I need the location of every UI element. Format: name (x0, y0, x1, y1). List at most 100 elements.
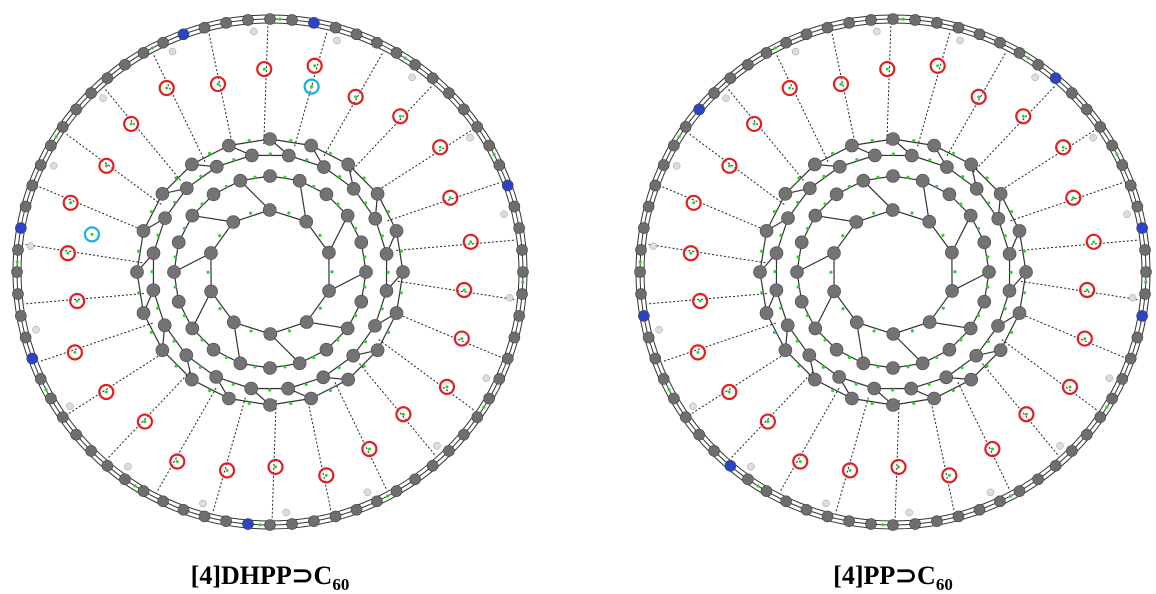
bcp (1105, 406, 1108, 409)
bcp (386, 271, 389, 274)
atom (222, 139, 235, 152)
atom (803, 349, 816, 362)
atom (308, 17, 319, 28)
atom (1033, 59, 1044, 70)
hydrogen (100, 95, 107, 102)
bcp (831, 389, 834, 392)
bcp (337, 366, 340, 369)
atom (865, 519, 876, 530)
atom (668, 393, 679, 404)
hydrogen (1129, 294, 1136, 301)
bcp (960, 366, 963, 369)
caption-main: [4]PP⊃C (833, 561, 936, 590)
atom (635, 267, 646, 278)
bcp (521, 281, 524, 284)
hydrogen (1123, 211, 1130, 218)
bcp (928, 158, 931, 161)
bcp (249, 329, 252, 332)
atom (293, 357, 306, 370)
atom (342, 158, 355, 171)
atom (308, 516, 319, 527)
atom (147, 247, 160, 260)
atom (905, 149, 918, 162)
critical-dot (463, 289, 466, 292)
bcp (150, 210, 153, 213)
bcp (806, 227, 809, 230)
bond-path (396, 240, 516, 250)
atom (282, 382, 295, 395)
caption-main: [4]DHPP⊃C (191, 561, 333, 590)
critical-dot (753, 122, 756, 125)
atom (994, 496, 1005, 507)
bcp (760, 291, 763, 294)
bcp (829, 271, 832, 274)
bcp (269, 152, 272, 155)
molecule-right (635, 14, 1152, 531)
atom (210, 160, 223, 173)
page: [4]DHPP⊃C60 [4]PP⊃C60 (() => { const dat… (0, 0, 1156, 594)
bond-path (39, 323, 153, 362)
critical-dot (402, 413, 405, 416)
bcp (1023, 250, 1026, 253)
atom (351, 504, 362, 515)
bond-path (67, 350, 168, 415)
hydrogen (957, 37, 964, 44)
critical-dot (445, 385, 448, 388)
critical-dot (689, 252, 692, 255)
atom (808, 158, 821, 171)
atom (742, 474, 753, 485)
bcp (779, 234, 782, 237)
bond-path (307, 395, 332, 513)
atom (138, 47, 149, 58)
bcp (1009, 494, 1012, 497)
atom (1095, 121, 1106, 132)
atom (923, 316, 936, 329)
atom (886, 204, 899, 217)
bcp (174, 364, 177, 367)
hydrogen (169, 48, 176, 55)
bcp (400, 250, 403, 253)
bond-path (918, 31, 951, 147)
atom (725, 73, 736, 84)
atom (509, 332, 520, 343)
bcp (779, 307, 782, 310)
bcp (953, 270, 956, 273)
bcp (912, 139, 915, 142)
atom (795, 295, 808, 308)
atom (844, 17, 855, 28)
atom (137, 224, 150, 237)
bcp (363, 285, 366, 288)
atom (650, 180, 661, 191)
bcp (1023, 291, 1026, 294)
atom (946, 284, 959, 297)
bcp (336, 338, 339, 341)
bcp (208, 389, 211, 392)
bcp (906, 176, 909, 179)
bcp (363, 255, 366, 258)
bcp (206, 271, 209, 274)
atom (1020, 266, 1033, 279)
atom (1050, 73, 1061, 84)
atom (138, 486, 149, 497)
atom (71, 429, 82, 440)
atom (178, 504, 189, 515)
atom (371, 496, 382, 507)
atom (265, 520, 276, 531)
bcp (987, 201, 990, 204)
atom (347, 349, 360, 362)
critical-dot (105, 391, 108, 394)
atom (514, 223, 525, 234)
atom (45, 393, 56, 404)
atom (347, 182, 360, 195)
critical-dot (69, 201, 72, 204)
bcp (1004, 307, 1007, 310)
atom (341, 322, 354, 335)
atom (472, 412, 483, 423)
critical-dot (788, 87, 791, 90)
bcp (283, 365, 286, 368)
atom (207, 343, 220, 356)
bcp (824, 203, 827, 206)
atom (965, 158, 978, 171)
bcp (386, 494, 389, 497)
atom (1003, 247, 1016, 260)
